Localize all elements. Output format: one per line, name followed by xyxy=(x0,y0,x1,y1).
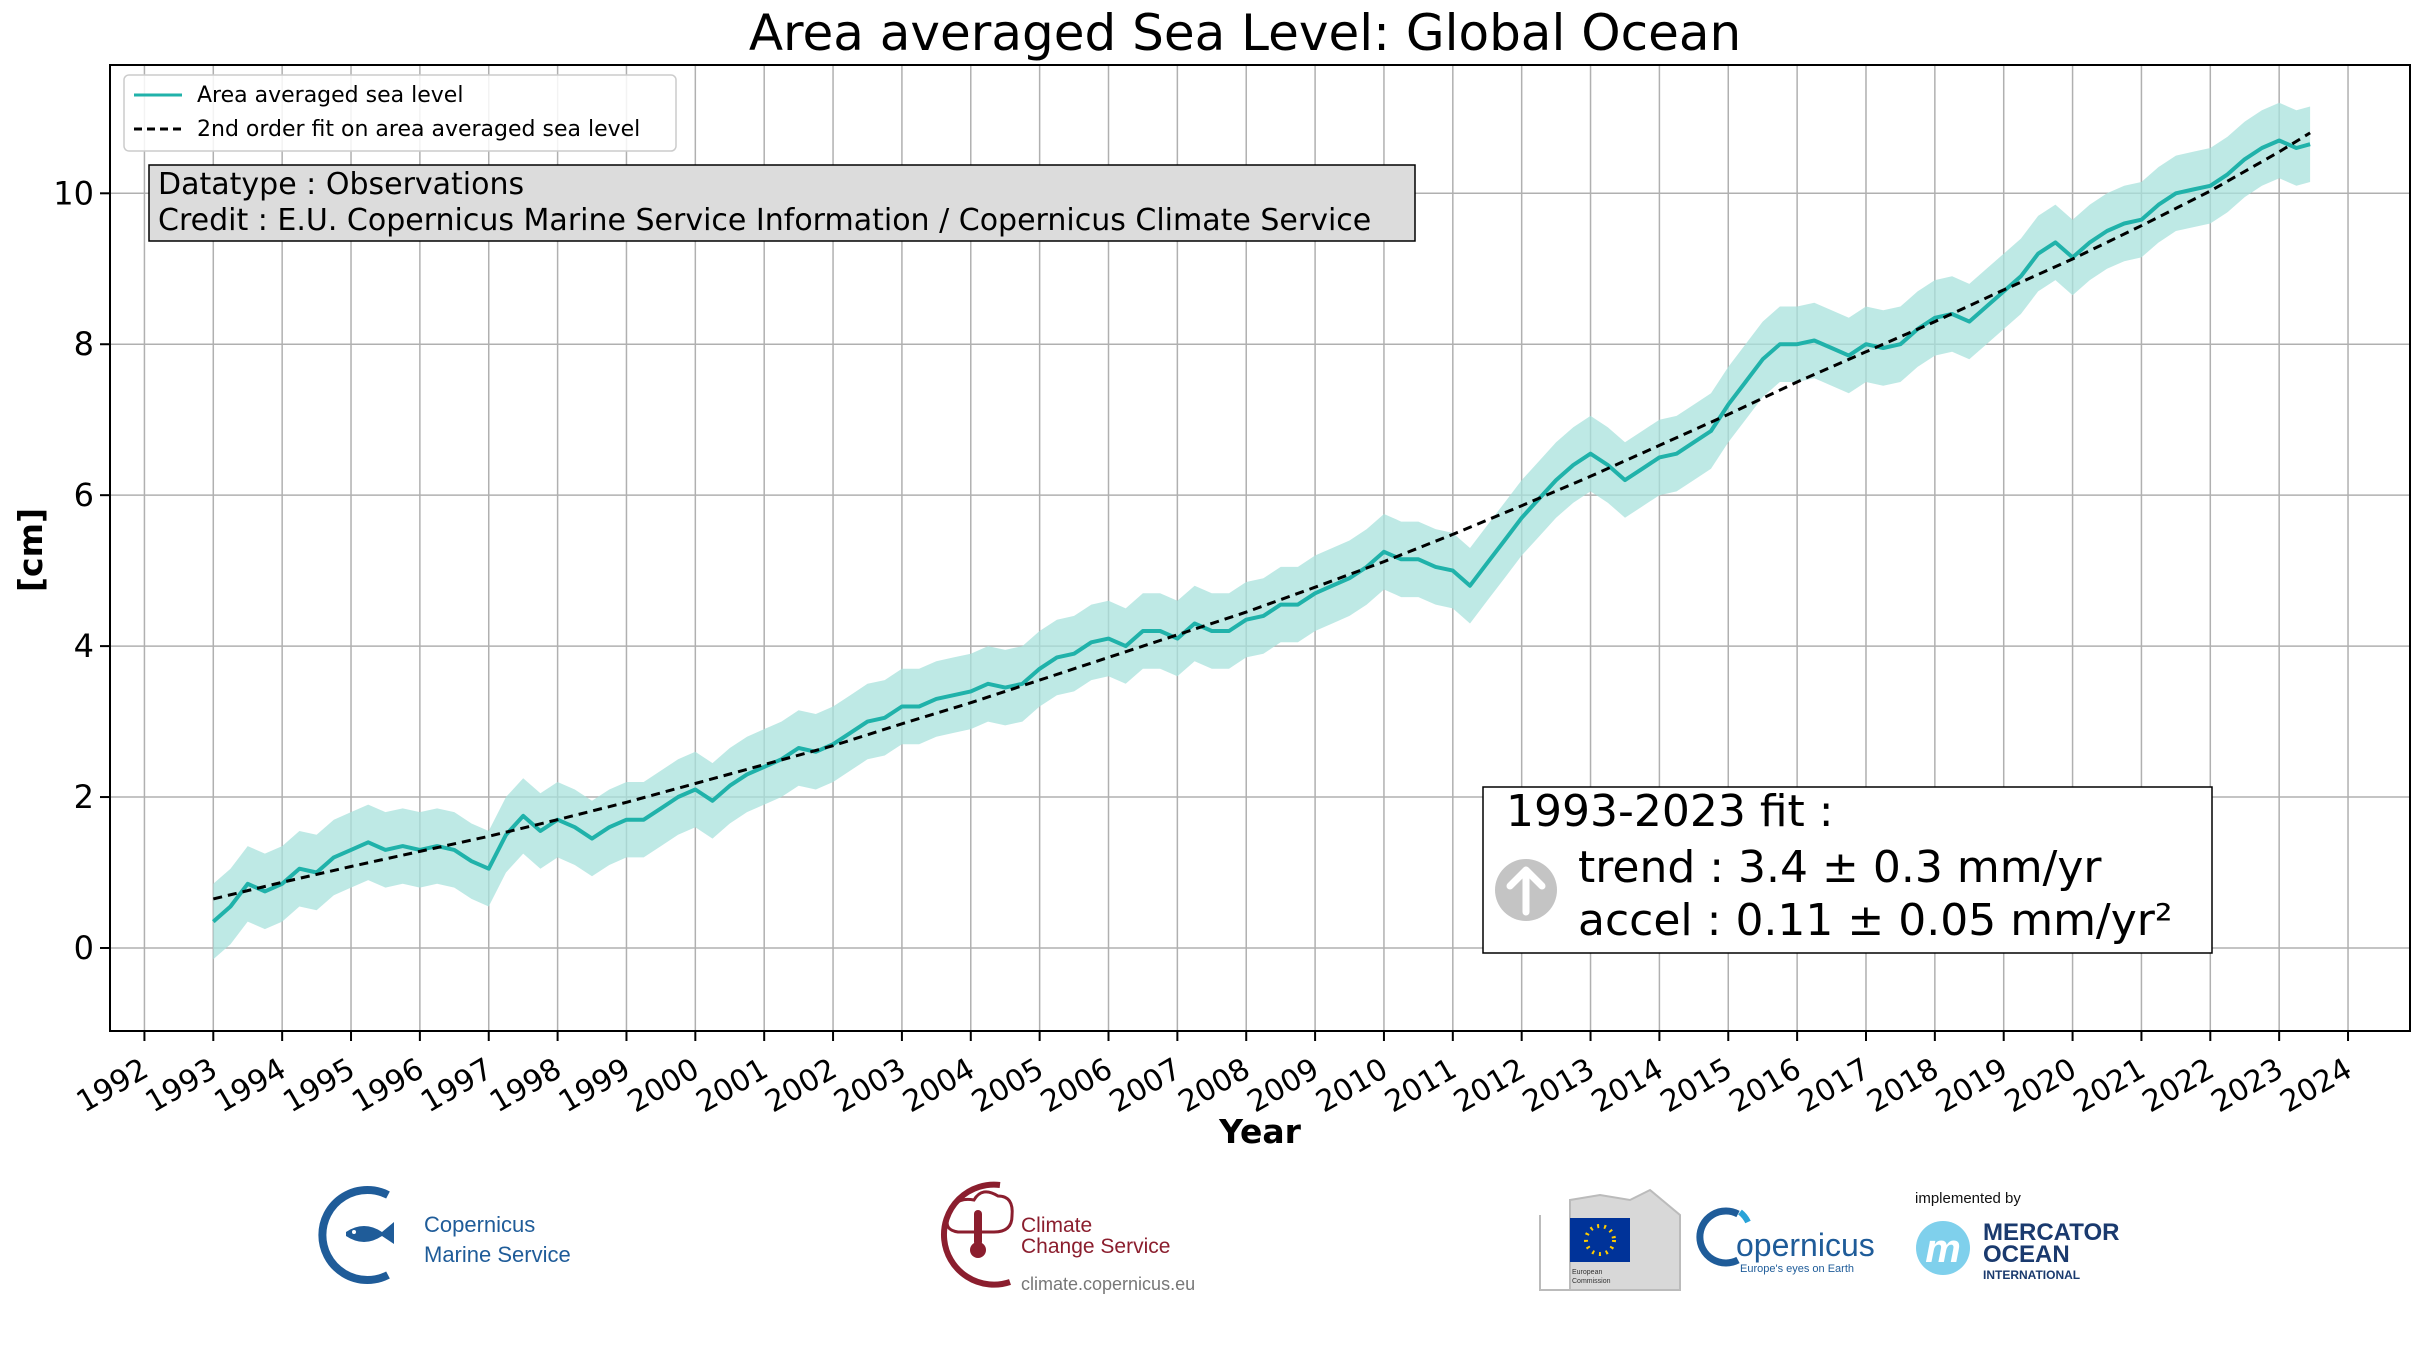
x-tick-label: 2024 xyxy=(2274,1052,2358,1120)
mercator-line1: MERCATOR xyxy=(1983,1219,2119,1246)
mercator-ocean-logo: implemented by m MERCATOR OCEAN INTERNAT… xyxy=(1915,1190,2119,1282)
x-tick-label: 2019 xyxy=(1930,1052,2014,1120)
climate-change-line2: Change Service xyxy=(1021,1235,1170,1258)
copernicus-marine-line1: Copernicus xyxy=(424,1212,535,1237)
x-tick-label: 2018 xyxy=(1861,1052,1945,1120)
x-tick-label: 2002 xyxy=(759,1052,843,1120)
mercator-line2: OCEAN xyxy=(1983,1241,2070,1268)
x-tick-label: 2011 xyxy=(1379,1052,1463,1120)
x-tick-label: 2009 xyxy=(1241,1052,1325,1120)
european-commission-line1: European xyxy=(1572,1269,1602,1276)
fit-trend: trend : 3.4 ± 0.3 mm/yr xyxy=(1578,842,2102,893)
y-tick-label: 0 xyxy=(74,929,94,967)
y-axis-label: [cm] xyxy=(11,508,50,592)
info-datatype: Datatype : Observations xyxy=(158,167,524,202)
x-tick-label: 2000 xyxy=(622,1052,706,1120)
fish-icon xyxy=(318,1186,394,1284)
mercator-m-icon: m xyxy=(1916,1221,1970,1275)
x-tick-label: 2017 xyxy=(1792,1052,1876,1120)
x-tick-label: 2004 xyxy=(897,1052,981,1120)
x-tick-label: 2015 xyxy=(1655,1052,1739,1120)
fit-period: 1993-2023 fit : xyxy=(1506,786,1834,837)
y-axis: 0 2 4 6 8 10 xyxy=(53,174,110,967)
info-box: Datatype : Observations Credit : E.U. Co… xyxy=(148,164,1416,242)
x-tick-label: 1995 xyxy=(277,1052,361,1120)
fit-box-background xyxy=(1482,786,2213,954)
uncertainty-band xyxy=(213,102,2311,960)
info-box-background xyxy=(148,164,1416,242)
x-tick-label: 2020 xyxy=(1999,1052,2083,1120)
copernicus-marine-line2: Marine Service xyxy=(424,1242,571,1267)
x-tick-label: 2023 xyxy=(2206,1052,2290,1120)
x-tick-label: 1999 xyxy=(553,1052,637,1120)
x-tick-label: 2006 xyxy=(1035,1052,1119,1120)
eu-flag-icon xyxy=(1570,1218,1630,1262)
x-tick-label: 1994 xyxy=(209,1052,293,1120)
y-tick-label: 6 xyxy=(74,476,94,514)
legend-label-series: Area averaged sea level xyxy=(197,83,463,108)
series-line-fit xyxy=(212,131,2311,901)
copernicus-name: opernicus xyxy=(1736,1227,1875,1263)
x-axis-label: Year xyxy=(1218,1112,1302,1151)
copernicus-marine-logo: Copernicus Marine Service xyxy=(318,1186,571,1284)
x-tick-label: 1992 xyxy=(71,1052,155,1120)
european-commission-line2: Commission xyxy=(1572,1278,1611,1285)
x-tick-label: 2014 xyxy=(1586,1052,1670,1120)
y-tick-label: 4 xyxy=(74,627,94,665)
x-tick-label: 2016 xyxy=(1723,1052,1807,1120)
info-credit: Credit : E.U. Copernicus Marine Service … xyxy=(158,203,1371,238)
chart-title: Area averaged Sea Level: Global Ocean xyxy=(749,4,1741,62)
x-tick-label: 2010 xyxy=(1310,1052,1394,1120)
x-tick-label: 2001 xyxy=(691,1052,775,1120)
x-tick-label: 1996 xyxy=(346,1052,430,1120)
x-tick-label: 1998 xyxy=(484,1052,568,1120)
x-tick-label: 2003 xyxy=(828,1052,912,1120)
european-commission-logo: European Commission xyxy=(1539,1188,1681,1291)
copernicus-tagline: Europe's eyes on Earth xyxy=(1740,1263,1854,1275)
svg-text:m: m xyxy=(1925,1227,1961,1271)
implemented-by-label: implemented by xyxy=(1915,1190,2021,1207)
x-tick-label: 2022 xyxy=(2137,1052,2221,1120)
x-tick-label: 2013 xyxy=(1517,1052,1601,1120)
x-axis: 1992199319941995199619971998199920002001… xyxy=(71,1031,2358,1120)
legend-label-fit: 2nd order fit on area averaged sea level xyxy=(197,117,640,142)
x-tick-label: 1997 xyxy=(415,1052,499,1120)
legend: Area averaged sea level 2nd order fit on… xyxy=(123,74,677,152)
mercator-line3: INTERNATIONAL xyxy=(1983,1268,2080,1282)
x-tick-label: 2021 xyxy=(2068,1052,2152,1120)
x-tick-label: 2005 xyxy=(966,1052,1050,1120)
y-tick-label: 2 xyxy=(74,778,94,816)
fit-box: 1993-2023 fit : trend : 3.4 ± 0.3 mm/yr … xyxy=(1482,786,2213,954)
x-tick-label: 2007 xyxy=(1104,1052,1188,1120)
climate-change-line1: Climate xyxy=(1021,1214,1092,1237)
thermometer-icon xyxy=(941,1181,1014,1288)
copernicus-logo: opernicus Europe's eyes on Earth xyxy=(1696,1207,1875,1275)
y-tick-label: 10 xyxy=(53,174,94,212)
copernicus-c-icon xyxy=(1696,1207,1751,1267)
x-tick-label: 2012 xyxy=(1448,1052,1532,1120)
series-line-sea-level xyxy=(211,138,2311,924)
plot-frame xyxy=(109,64,2411,1032)
legend-box xyxy=(123,74,677,152)
up-arrow-circle-icon xyxy=(1495,859,1557,921)
series-layer xyxy=(211,131,2311,924)
uncertainty-band-layer xyxy=(213,102,2311,960)
x-tick-label: 2008 xyxy=(1173,1052,1257,1120)
climate-change-url: climate.copernicus.eu xyxy=(1021,1274,1195,1294)
y-tick-label: 8 xyxy=(74,325,94,363)
x-tick-label: 1993 xyxy=(140,1052,224,1120)
fit-accel: accel : 0.11 ± 0.05 mm/yr² xyxy=(1578,895,2173,946)
climate-change-logo: Climate Change Service climate.copernicu… xyxy=(941,1181,1195,1294)
